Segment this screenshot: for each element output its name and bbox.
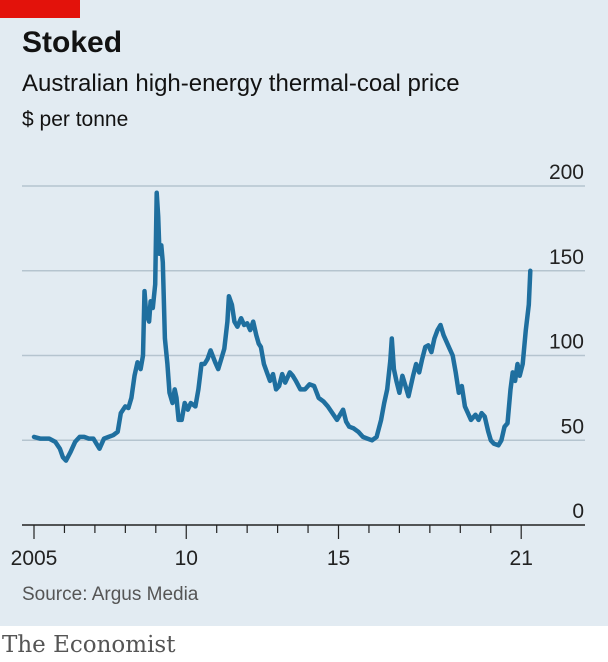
- source-note: Source: Argus Media: [22, 584, 199, 605]
- y-tick-label-100: 100: [549, 331, 584, 354]
- line-chart: 0 50 100 150 200 2005 10 15 21: [11, 161, 585, 570]
- chart-subtitle: Australian high-energy thermal-coal pric…: [22, 70, 460, 97]
- brand-red-tag: [0, 0, 80, 18]
- chart-panel: [0, 0, 608, 626]
- x-tick-label-2005: 2005: [11, 547, 58, 570]
- brand-logo: The Economist: [2, 632, 176, 658]
- chart-title: Stoked: [22, 26, 123, 59]
- x-tick-label-21: 21: [510, 547, 533, 570]
- y-axis-unit: $ per tonne: [22, 108, 129, 131]
- series-line-coal-price: [31, 190, 533, 463]
- y-tick-label-50: 50: [561, 415, 584, 438]
- x-tick-label-15: 15: [327, 547, 350, 570]
- x-tick-label-10: 10: [175, 547, 198, 570]
- y-tick-label-150: 150: [549, 246, 584, 269]
- y-tick-label-0: 0: [572, 500, 584, 523]
- y-tick-label-200: 200: [549, 161, 584, 184]
